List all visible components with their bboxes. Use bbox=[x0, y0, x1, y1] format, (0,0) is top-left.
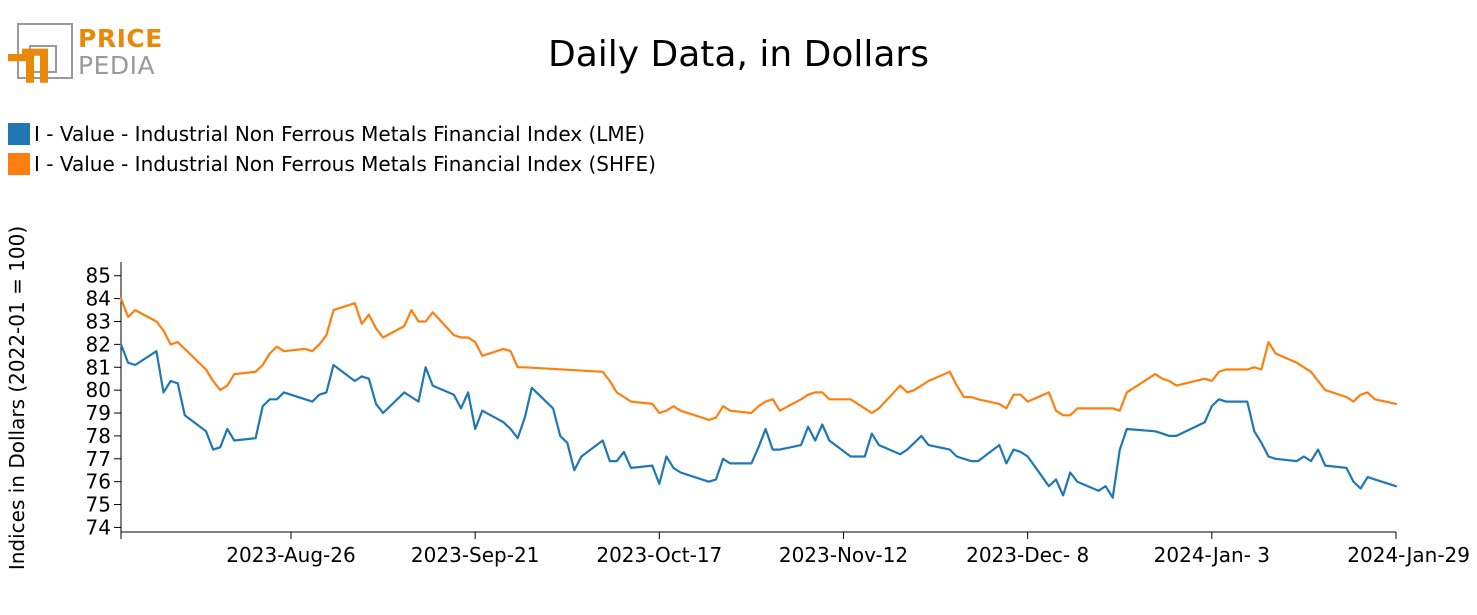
legend-swatch-lme bbox=[8, 123, 30, 145]
logo-mark-icon bbox=[8, 23, 73, 83]
pricepedia-logo: PRICE PEDIA bbox=[6, 20, 166, 94]
y-tick-label: 84 bbox=[86, 287, 111, 311]
series-line-lme[interactable] bbox=[119, 343, 1398, 499]
legend-label-shfe: I - Value - Industrial Non Ferrous Metal… bbox=[34, 152, 656, 176]
y-tick-label: 78 bbox=[86, 424, 111, 448]
chart-legend: I - Value - Industrial Non Ferrous Metal… bbox=[8, 119, 656, 179]
y-tick-label: 83 bbox=[86, 309, 111, 333]
legend-item-lme[interactable]: I - Value - Industrial Non Ferrous Metal… bbox=[8, 119, 656, 149]
y-tick-label: 85 bbox=[86, 264, 111, 288]
x-tick-label: 2023-Dec- 8 bbox=[966, 543, 1089, 567]
logo-text-pedia: PEDIA bbox=[78, 51, 156, 80]
x-tick-label: 2024-Jan-29 bbox=[1347, 543, 1470, 567]
x-tick-label: 2023-Nov-12 bbox=[779, 543, 908, 567]
chart-title: Daily Data, in Dollars bbox=[547, 34, 929, 75]
y-tick-label: 82 bbox=[86, 332, 111, 356]
y-tick-label: 75 bbox=[86, 493, 111, 517]
y-tick-label: 80 bbox=[86, 378, 111, 402]
x-tick-label: 2023-Aug-26 bbox=[226, 543, 355, 567]
x-tick-label: 2023-Oct-17 bbox=[596, 543, 722, 567]
series-line-shfe[interactable] bbox=[119, 297, 1398, 421]
y-tick-label: 81 bbox=[86, 355, 111, 379]
x-tick-label: 2024-Jan- 3 bbox=[1154, 543, 1270, 567]
x-tick-label: 2023-Sep-21 bbox=[411, 543, 539, 567]
legend-swatch-shfe bbox=[8, 153, 30, 175]
legend-label-lme: I - Value - Industrial Non Ferrous Metal… bbox=[34, 122, 646, 146]
logo-text-price: PRICE bbox=[78, 24, 163, 53]
legend-item-shfe[interactable]: I - Value - Industrial Non Ferrous Metal… bbox=[8, 149, 656, 179]
y-tick-label: 76 bbox=[86, 470, 111, 494]
y-axis-label: Indices in Dollars (2022-01 = 100) bbox=[5, 226, 29, 570]
y-tick-label: 77 bbox=[86, 447, 111, 471]
y-tick-label: 79 bbox=[86, 401, 111, 425]
y-tick-label: 74 bbox=[86, 515, 111, 539]
series-layer bbox=[119, 297, 1398, 499]
x-axis: 2023-Aug-26 2023-Sep-21 2023-Oct-17 2023-No… bbox=[120, 531, 1470, 567]
